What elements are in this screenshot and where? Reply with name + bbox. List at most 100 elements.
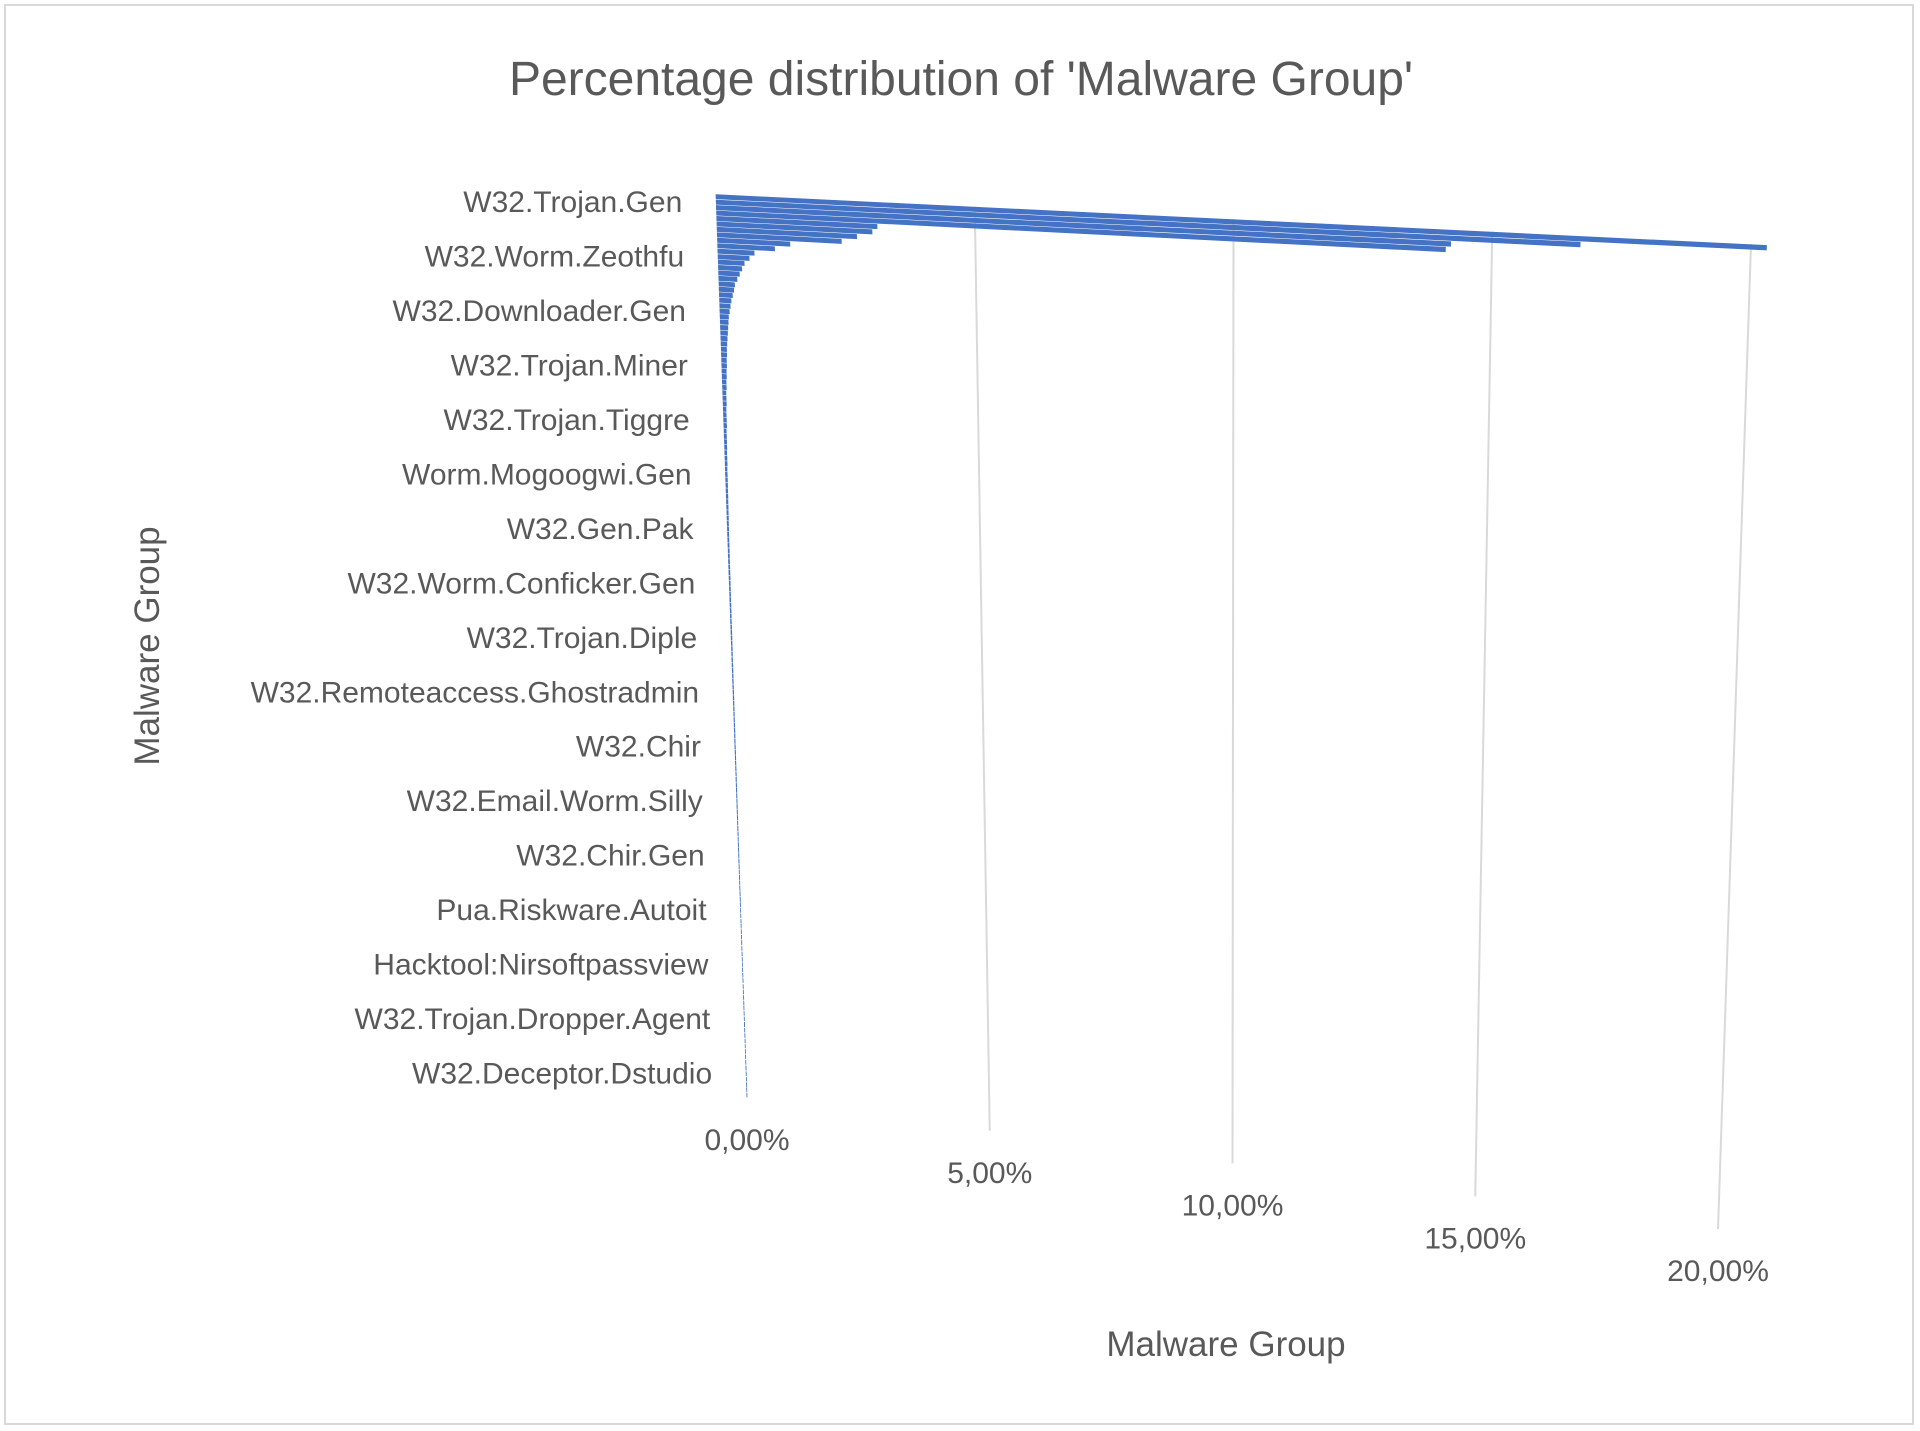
category-label-9: W32.Remoteaccess.Ghostradmin [251, 676, 700, 709]
bar-69 [728, 569, 731, 575]
bar-50 [724, 466, 728, 472]
category-label-7: W32.Worm.Conficker.Gen [347, 567, 695, 600]
x-tick-label-2: 10,00% [1182, 1190, 1284, 1223]
bar-70 [728, 575, 731, 581]
bar-19 [719, 297, 732, 304]
bar-75 [729, 602, 732, 608]
bar-86 [731, 662, 734, 668]
bar-25 [720, 330, 728, 336]
category-label-10: W32.Chir [576, 731, 701, 764]
x-tick-label-3: 15,00% [1424, 1222, 1526, 1255]
bar-51 [725, 471, 728, 478]
bar-57 [726, 504, 729, 510]
category-label-15: W32.Trojan.Dropper.Agent [355, 1003, 711, 1036]
gridline-2 [1231, 218, 1235, 1164]
bar-24 [720, 324, 729, 331]
bar-56 [726, 499, 729, 505]
bar-65 [727, 548, 730, 554]
bar-0 [715, 194, 1767, 251]
category-label-4: W32.Trojan.Tiggre [444, 404, 690, 437]
bar-22 [719, 314, 729, 320]
bar-30 [721, 357, 727, 363]
category-label-14: Hacktool:Nirsoftpassview [373, 949, 708, 982]
bar-82 [730, 640, 733, 646]
gridlines [973, 206, 1752, 1230]
category-label-1: W32.Worm.Zeothfu [425, 241, 685, 274]
bar-93 [732, 700, 735, 706]
bar-1 [715, 199, 1581, 248]
category-label-2: W32.Downloader.Gen [393, 295, 687, 328]
category-label-16: W32.Deceptor.Dstudio [412, 1057, 712, 1090]
bar-98 [733, 727, 736, 733]
bar-9 [717, 243, 776, 252]
bar-63 [727, 537, 730, 543]
gridline-1 [973, 206, 991, 1131]
bar-47 [724, 450, 728, 456]
bar-36 [722, 390, 727, 396]
bar-73 [729, 591, 732, 597]
bar-87 [731, 667, 734, 673]
category-label-8: W32.Trojan.Diple [467, 622, 698, 655]
bar-68 [728, 564, 731, 570]
bar-94 [733, 706, 735, 712]
x-axis-title: Malware Group [1106, 1325, 1345, 1364]
bar-20 [719, 303, 731, 309]
category-label-12: W32.Chir.Gen [516, 840, 704, 873]
bar-10 [717, 248, 755, 256]
bar-13 [718, 264, 743, 272]
bar-7 [716, 232, 842, 244]
bar-53 [725, 482, 729, 488]
bar-99 [734, 733, 736, 739]
bar-44 [723, 433, 727, 440]
bar-74 [729, 597, 732, 603]
bar-21 [719, 308, 730, 315]
bar-43 [723, 428, 727, 434]
bar-31 [721, 363, 728, 369]
bar-55 [725, 493, 729, 499]
bar-18 [718, 292, 733, 299]
gridline-3 [1474, 231, 1494, 1197]
bar-85 [731, 657, 734, 663]
gridline-4 [1717, 243, 1752, 1230]
y-axis-title: Malware Group [128, 526, 167, 765]
bar-100 [734, 738, 736, 744]
bar-52 [725, 477, 728, 483]
bar-79 [730, 624, 733, 630]
bar-62 [727, 531, 730, 537]
bar-92 [732, 695, 735, 701]
bar-41 [723, 417, 727, 423]
bar-33 [721, 373, 727, 380]
x-tick-label-0: 0,00% [704, 1124, 789, 1157]
bar-48 [724, 455, 728, 461]
bar-46 [724, 444, 728, 450]
bar-38 [722, 401, 727, 407]
bar-16 [718, 281, 736, 288]
bar-4 [716, 215, 878, 230]
bar-102 [734, 749, 737, 755]
bar-59 [726, 515, 729, 521]
bar-71 [728, 580, 731, 586]
bar-60 [726, 520, 729, 527]
bar-12 [717, 259, 745, 266]
bar-72 [729, 586, 731, 592]
bar-32 [721, 368, 727, 374]
bar-77 [729, 613, 732, 619]
bar-42 [723, 422, 728, 429]
bar-96 [733, 716, 735, 722]
bar-81 [730, 635, 733, 641]
bar-15 [718, 275, 738, 282]
bar-45 [723, 439, 728, 445]
bar-8 [717, 237, 791, 247]
category-label-11: W32.Email.Worm.Silly [407, 785, 703, 818]
bar-64 [727, 542, 730, 548]
bar-34 [721, 379, 727, 385]
bar-35 [722, 384, 727, 391]
bar-5 [716, 221, 873, 235]
bar-95 [733, 711, 735, 717]
bar-84 [731, 651, 733, 657]
bar-101 [734, 744, 736, 750]
bar-76 [729, 608, 732, 614]
bar-37 [722, 395, 727, 401]
category-labels: W32.Trojan.Gen W32.Worm.Zeothfu W32.Downlo… [251, 186, 713, 1090]
bars [715, 194, 1767, 1098]
